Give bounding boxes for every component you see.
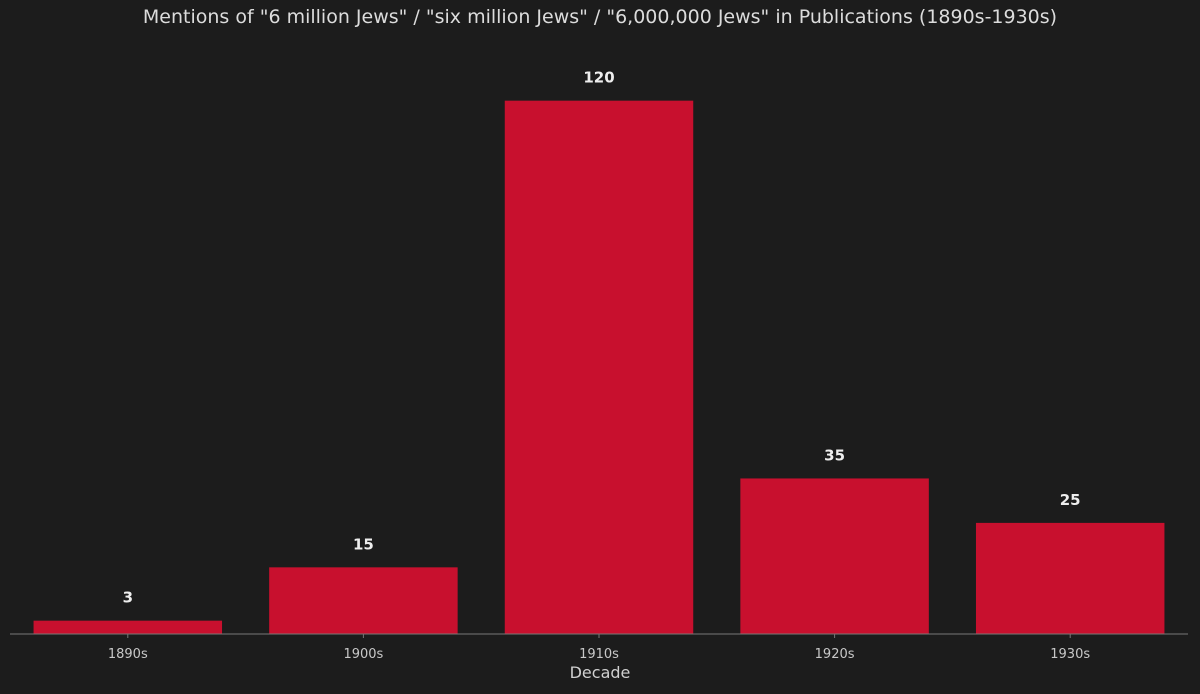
- x-axis-label: Decade: [569, 663, 631, 682]
- data-label-1890s: 3: [123, 589, 133, 607]
- x-ticks-group: 1890s 1900s 1910s 1920s 1930s: [108, 634, 1090, 662]
- x-tick-label-1890s: 1890s: [108, 647, 148, 662]
- bar-1890s: [33, 620, 223, 634]
- x-tick-label-1920s: 1920s: [815, 647, 855, 662]
- bars-group: [33, 100, 1165, 634]
- x-tick-label-1930s: 1930s: [1050, 647, 1090, 662]
- data-label-1910s: 120: [583, 69, 614, 87]
- data-label-1930s: 25: [1060, 491, 1081, 509]
- chart-title: Mentions of "6 million Jews" / "six mill…: [142, 6, 1058, 28]
- bar-1910s: [504, 100, 694, 634]
- data-label-1900s: 15: [353, 535, 374, 553]
- bar-1920s: [740, 478, 929, 634]
- x-tick-label-1910s: 1910s: [579, 647, 619, 662]
- data-labels-group: 3 15 120 35 25: [123, 69, 1081, 607]
- data-label-1920s: 35: [824, 446, 845, 464]
- bar-1900s: [269, 567, 458, 634]
- x-tick-label-1900s: 1900s: [343, 647, 383, 662]
- bar-1930s: [975, 522, 1165, 634]
